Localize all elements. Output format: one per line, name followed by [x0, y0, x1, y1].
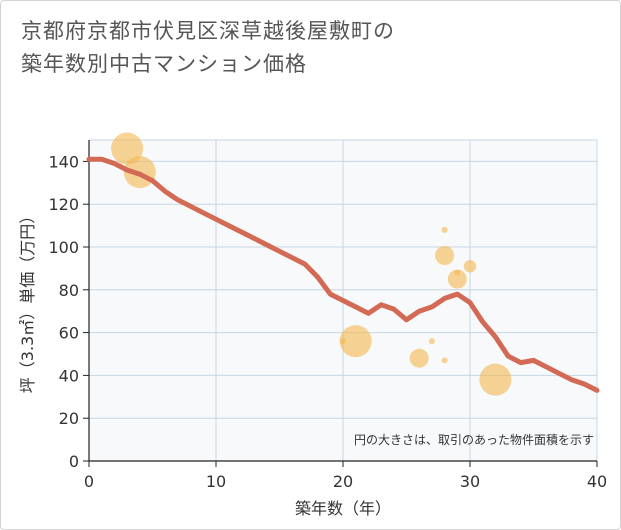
bubble-point: [435, 246, 455, 266]
chart-title: 京都府京都市伏見区深草越後屋敷町の 築年数別中古マンション価格: [21, 15, 395, 81]
y-tick-label: 100: [48, 238, 79, 257]
x-tick-label: 0: [84, 472, 94, 491]
y-tick-label: 80: [59, 281, 79, 300]
y-tick-label: 120: [48, 195, 79, 214]
y-tick-label: 140: [48, 152, 79, 171]
bubble-point: [441, 357, 448, 364]
x-tick-label: 40: [587, 472, 607, 491]
x-tick-label: 30: [460, 472, 480, 491]
bubble-point: [111, 132, 144, 165]
chart-title-line-2: 築年数別中古マンション価格: [21, 52, 307, 76]
bubble-series: [111, 132, 512, 396]
trend-line: [86, 156, 600, 393]
bubble-point: [441, 226, 448, 233]
x-axis-label: 築年数（年）: [295, 499, 391, 518]
trend-series: [86, 156, 600, 393]
bubble-point: [463, 260, 477, 273]
bubble-point: [428, 338, 435, 345]
y-axis-label: 坪（3.3㎡）単価（万円）: [18, 208, 37, 393]
size-legend-note: 円の大きさは、取引のあった物件面積を示す: [354, 432, 594, 447]
y-tick-label: 40: [59, 366, 79, 385]
y-tick-label: 20: [59, 409, 79, 428]
x-tick-label: 10: [206, 472, 226, 491]
bubble-point: [409, 348, 429, 368]
tick-labels: 0 20 40 60 80 100 120 140 0 10 20 30 40: [48, 152, 607, 491]
x-tick-label: 20: [333, 472, 353, 491]
axes: [83, 140, 598, 467]
bubble-point: [339, 325, 372, 358]
bubble-point: [479, 363, 512, 396]
y-tick-label: 0: [69, 452, 79, 471]
chart-title-line-1: 京都府京都市伏見区深草越後屋敷町の: [21, 19, 395, 43]
bubble-point: [447, 269, 467, 289]
y-tick-label: 60: [59, 324, 79, 343]
